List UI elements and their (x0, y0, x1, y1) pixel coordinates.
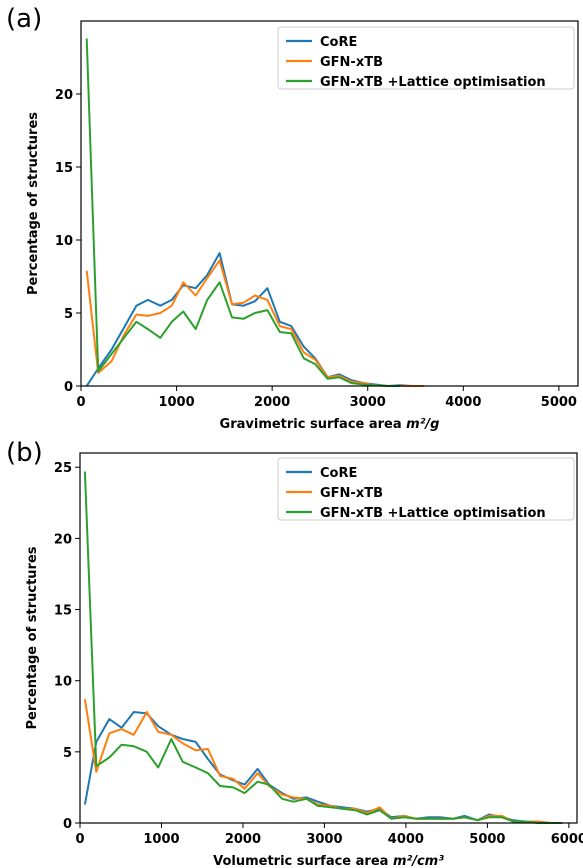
chart-b-svg: 0 1000 2000 3000 4000 5000 6000 0 5 10 15 20 25 Volum… (25, 452, 583, 868)
y-tick-label: 5 (63, 746, 72, 761)
panel-label-b: (b) (6, 438, 43, 468)
series-line-2 (83, 699, 563, 824)
y-tick-label: 15 (54, 604, 72, 619)
legend-label-2: GFN-xTB (320, 55, 383, 70)
y-tick-label: 0 (64, 380, 73, 395)
y-tick-label: 0 (63, 817, 72, 832)
legend-box (277, 26, 575, 90)
y-axis-label: Percentage of structures (25, 546, 40, 729)
x-tick-label: 4000 (388, 832, 424, 847)
x-tick-label: 0 (76, 395, 85, 410)
x-tick-label: 4000 (445, 395, 481, 410)
series-line-1 (85, 252, 425, 387)
legend-label-1: CoRE (320, 466, 357, 481)
legend-label-1: CoRE (320, 35, 357, 50)
series-line-3 (83, 471, 563, 824)
x-axis-label: Gravimetric surface area m²/g (220, 417, 440, 432)
x-tick-label: 1000 (158, 395, 194, 410)
x-tick-label: 5000 (469, 832, 505, 847)
x-tick-label: 2000 (254, 395, 290, 410)
legend-label-3: GFN-xTB +Lattice optimisation (320, 75, 546, 90)
x-tick-label: 6000 (551, 832, 583, 847)
x-tick-label: 1000 (143, 832, 179, 847)
chart-panel-a: (a) 0 1000 2000 3000 4000 5000 0 5 10 15 20 Gravime… (6, 4, 579, 432)
y-tick-label: 20 (55, 88, 73, 103)
chart-a-svg: 0 1000 2000 3000 4000 5000 0 5 10 15 20 Gravimetric… (26, 20, 579, 432)
x-tick-label: 3000 (350, 395, 386, 410)
x-axis-label: Volumetric surface area m²/cm³ (213, 854, 444, 868)
plot-frame (80, 20, 579, 387)
x-tick-label: 2000 (225, 832, 261, 847)
legend-box (277, 457, 575, 521)
panel-label-a: (a) (6, 4, 43, 34)
series-line-3 (85, 38, 401, 387)
plot-frame (79, 452, 578, 824)
chart-panel-b: (b) 0 1000 2000 3000 4000 5000 6000 0 5 10 15 20 25 V… (0, 434, 583, 868)
legend-label-2: GFN-xTB (320, 486, 383, 501)
y-tick-label: 10 (54, 675, 72, 690)
y-tick-label: 10 (55, 234, 73, 249)
y-axis-label: Percentage of structures (26, 112, 41, 295)
x-tick-label: 0 (75, 832, 84, 847)
legend-label-3: GFN-xTB +Lattice optimisation (320, 506, 546, 521)
y-tick-label: 25 (54, 461, 72, 476)
y-tick-label: 5 (64, 307, 73, 322)
x-tick-label: 5000 (541, 395, 577, 410)
y-tick-label: 20 (54, 532, 72, 547)
x-tick-label: 3000 (306, 832, 342, 847)
y-tick-label: 15 (55, 161, 73, 176)
